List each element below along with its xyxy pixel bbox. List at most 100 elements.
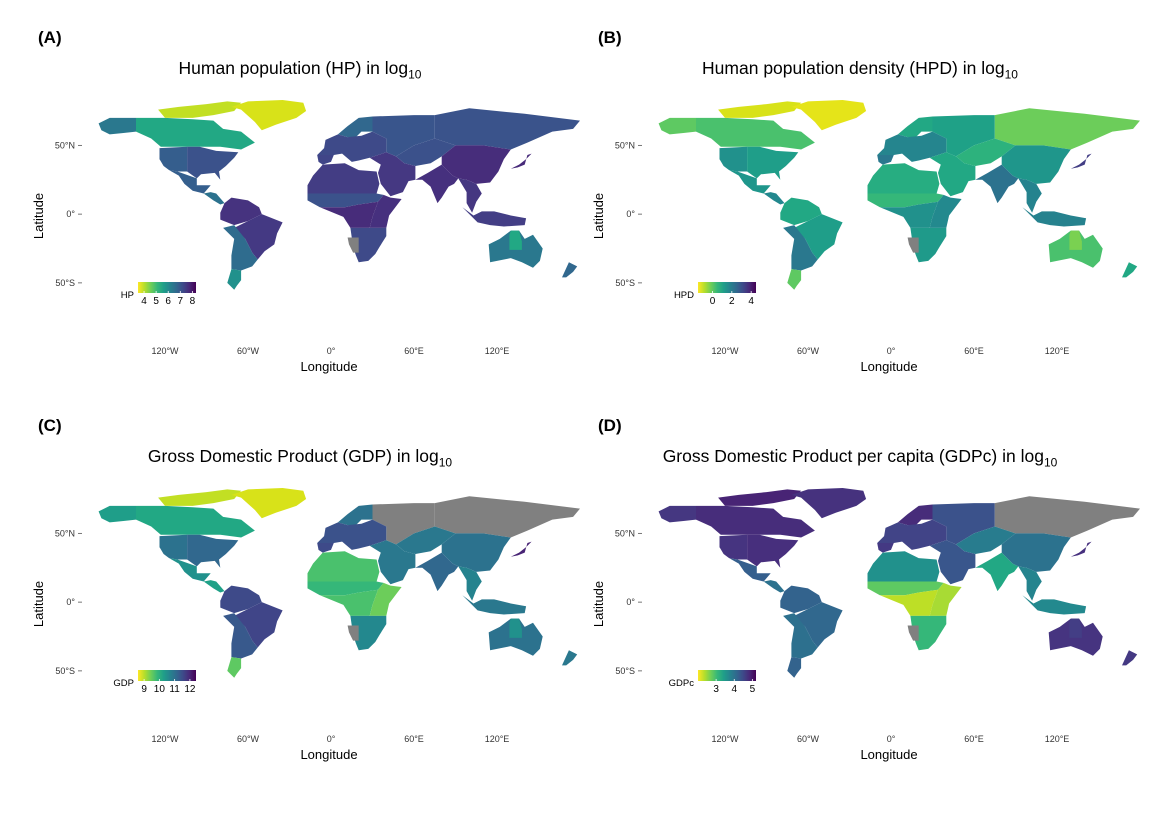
region-siberia: [994, 496, 1140, 538]
y-tick-label: 50°N: [615, 140, 635, 150]
legend-tick-label: 10: [154, 684, 166, 695]
region-brazil: [794, 214, 843, 260]
world-map: 50°N 0° 50°S 120°W 60°W 0° 60°E 120°E Longitude L…: [591, 100, 1140, 374]
x-tick-label: 0°: [887, 734, 896, 744]
map-panel-c: (C) Gross Domestic Product (GDP) in log10…: [20, 408, 580, 798]
region-mexico: [729, 558, 771, 582]
region-arctic-canada: [158, 489, 242, 506]
region-siberia: [434, 108, 580, 150]
region-alaska: [98, 117, 136, 135]
region-arctic-canada: [718, 101, 802, 118]
panel-letter: (D): [598, 416, 622, 435]
region-china: [441, 533, 511, 572]
region-central-africa: [319, 201, 378, 228]
x-tick-label: 60°W: [237, 734, 260, 744]
y-tick-label: 50°S: [55, 666, 75, 676]
y-tick-label: 50°S: [615, 278, 635, 288]
x-tick-label: 60°W: [797, 734, 820, 744]
region-brazil: [794, 602, 843, 648]
region-russia: [372, 503, 435, 545]
legend-tick-label: 0: [710, 296, 716, 307]
region-europe: [877, 519, 947, 550]
region-patagonia: [227, 269, 242, 290]
x-axis-label: Longitude: [860, 359, 917, 374]
y-tick-label: 50°S: [55, 278, 75, 288]
region-east-africa: [369, 194, 402, 228]
region-north-canada: [136, 505, 255, 538]
region-central-america: [203, 192, 225, 205]
region-mexico: [169, 170, 211, 194]
region-south-america-north: [220, 197, 262, 226]
region-sahara: [867, 581, 944, 596]
region-south-america-south: [783, 225, 818, 271]
region-arctic-canada: [158, 101, 242, 118]
region-usa-west: [159, 534, 188, 560]
region-central-africa: [319, 589, 378, 616]
region-siberia: [994, 108, 1140, 150]
region-brazil: [234, 602, 283, 648]
legend-title: HPD: [674, 290, 694, 301]
region-middle-east: [929, 540, 976, 585]
panel-letter: (B): [598, 28, 622, 47]
legend-tick-label: 3: [713, 684, 719, 695]
legend-tick-label: 12: [184, 684, 196, 695]
x-axis-label: Longitude: [300, 747, 357, 762]
legend-colorbar: [138, 670, 196, 681]
panel-title: Human population density (HPD) in log10: [580, 58, 1140, 82]
region-usa-east: [187, 534, 239, 568]
region-usa-east: [747, 534, 799, 568]
panel-title-subscript: 10: [438, 455, 453, 470]
legend-tick-label: 8: [190, 296, 196, 307]
panel-title-subscript: 10: [1043, 455, 1058, 470]
region-japan: [1070, 541, 1092, 557]
x-tick-label: 0°: [327, 346, 336, 356]
region-iberia: [317, 543, 334, 553]
x-tick-label: 120°W: [151, 734, 179, 744]
region-middle-east: [369, 540, 416, 585]
y-tick-label: 0°: [66, 209, 75, 219]
region-russia: [932, 503, 995, 545]
region-new-zealand: [1122, 650, 1138, 666]
region-brazil: [234, 214, 283, 260]
region-central-america: [203, 580, 225, 593]
region-patagonia: [787, 269, 802, 290]
y-axis-label: Latitude: [31, 193, 46, 239]
region-southern-africa: [910, 615, 947, 651]
panel-letter: (C): [38, 416, 62, 435]
region-patagonia: [787, 657, 802, 678]
legend-tick-label: 7: [178, 296, 184, 307]
region-sahara: [867, 193, 944, 208]
legend-colorbar: [138, 282, 196, 293]
x-tick-label: 120°E: [1045, 346, 1070, 356]
y-axis-label: Latitude: [591, 193, 606, 239]
region-greenland: [791, 100, 867, 131]
region-arctic-canada: [718, 489, 802, 506]
world-map: 50°N 0° 50°S 120°W 60°W 0° 60°E 120°E Longitude L…: [31, 100, 580, 374]
legend-title: HP: [121, 290, 134, 301]
region-southern-africa: [350, 615, 387, 651]
panel-title-text: Human population (HP) in log: [178, 58, 409, 78]
region-middle-east: [369, 152, 416, 197]
x-tick-label: 60°W: [237, 346, 260, 356]
map-panel-a: (A) Human population (HP) in log10 50°N 0° 5…: [20, 20, 580, 410]
region-central-africa: [879, 589, 938, 616]
x-tick-label: 120°W: [711, 346, 739, 356]
panel-title-text: Gross Domestic Product (GDP) in log: [147, 446, 439, 466]
legend-title: GDPc: [669, 678, 695, 689]
panel-title: Gross Domestic Product (GDP) in log10: [20, 446, 580, 470]
region-central-america: [763, 192, 785, 205]
region-south-america-north: [780, 585, 822, 614]
region-siberia: [434, 496, 580, 538]
region-japan: [510, 541, 532, 557]
region-southern-africa: [910, 227, 947, 263]
region-southeast-asia: [458, 178, 482, 213]
legend-colorbar: [698, 670, 756, 681]
x-tick-label: 60°E: [404, 734, 424, 744]
y-tick-label: 0°: [626, 209, 635, 219]
x-tick-label: 120°W: [151, 346, 179, 356]
region-new-zealand: [1122, 262, 1138, 278]
region-usa-west: [719, 534, 748, 560]
x-tick-label: 60°W: [797, 346, 820, 356]
region-namibia: [347, 625, 359, 641]
legend-tick-label: 11: [169, 684, 180, 695]
